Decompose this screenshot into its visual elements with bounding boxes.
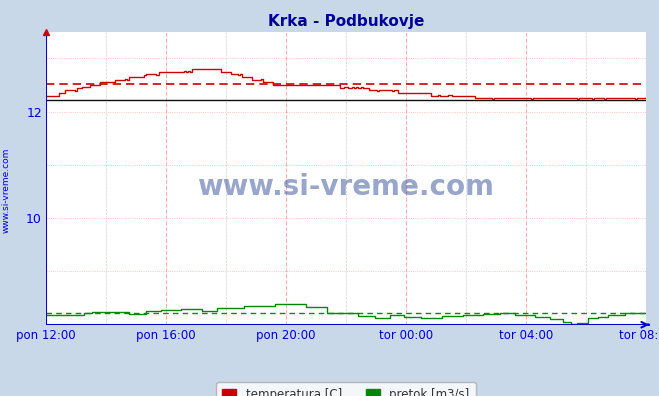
Legend: temperatura [C], pretok [m3/s]: temperatura [C], pretok [m3/s] <box>216 382 476 396</box>
Title: Krka - Podbukovje: Krka - Podbukovje <box>268 14 424 29</box>
Text: www.si-vreme.com: www.si-vreme.com <box>2 147 11 233</box>
Text: www.si-vreme.com: www.si-vreme.com <box>198 173 494 201</box>
